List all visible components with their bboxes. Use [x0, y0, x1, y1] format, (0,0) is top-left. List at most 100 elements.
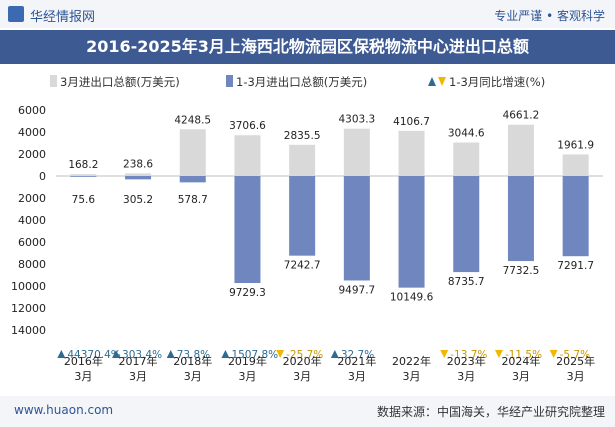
x-tick-label: 2024年 3月 [501, 354, 540, 383]
value-label-march: 4661.2 [503, 110, 540, 122]
growth-label: -11.5% [505, 349, 542, 361]
y-tick-label: 2000 [18, 192, 46, 205]
y-tick-label: 0 [39, 170, 46, 183]
bar-ytd-total [70, 176, 97, 177]
website-link[interactable]: www.huaon.com [14, 403, 114, 417]
bar-ytd-total [507, 176, 534, 262]
bar-march-total [398, 130, 425, 176]
bar-march-total [234, 135, 261, 176]
bar-march-total [70, 174, 97, 176]
value-label-march: 3706.6 [229, 120, 266, 132]
legend-swatch [50, 75, 57, 87]
value-label-march: 2835.5 [284, 130, 321, 142]
growth-triangle-up [221, 350, 230, 358]
bar-march-total [507, 124, 534, 176]
chart-area: 3月进出口总额(万美元) 1-3月进出口总额(万美元) 1-3月同比增速(%) 600… [11, 75, 603, 383]
legend-label: 3月进出口总额(万美元) [60, 75, 180, 89]
bar-ytd-total [234, 176, 261, 284]
value-label-march: 238.6 [123, 158, 153, 170]
growth-triangle-up [112, 350, 121, 358]
growth-label: -25.7% [286, 349, 323, 361]
x-tick-label: 2020年 3月 [283, 354, 322, 383]
value-label-ytd: 8735.7 [448, 276, 485, 288]
y-tick-label: 10000 [11, 280, 46, 293]
y-tick-label: 14000 [11, 324, 46, 337]
x-tick-label: 2016年 3月 [64, 354, 103, 383]
growth-triangle-up [57, 350, 66, 358]
y-tick-label: 6000 [18, 236, 46, 249]
bar-march-total [562, 154, 589, 176]
x-tick-label: 2017年 3月 [119, 354, 158, 383]
y-tick-label: 4000 [18, 126, 46, 139]
bar-ytd-total [289, 176, 316, 256]
growth-triangle-up [330, 350, 339, 358]
y-tick-label: 8000 [18, 258, 46, 271]
value-label-ytd: 7291.7 [557, 260, 594, 272]
bar-ytd-total [398, 176, 425, 288]
value-label-ytd: 9729.3 [229, 287, 266, 299]
x-tick-label: 2019年 3月 [228, 354, 267, 383]
legend-label: 1-3月进出口总额(万美元) [236, 75, 367, 89]
value-label-march: 4303.3 [338, 114, 375, 126]
value-label-ytd: 7242.7 [284, 260, 321, 272]
bar-march-total [453, 142, 480, 176]
value-label-march: 168.2 [68, 159, 98, 171]
value-label-ytd: 578.7 [178, 194, 208, 206]
growth-triangle-up [166, 350, 175, 358]
growth-label: -5.7% [560, 349, 590, 361]
x-tick-label: 2021年 3月 [337, 354, 376, 383]
growth-triangle-down [276, 350, 285, 358]
top-bar: 华经情报网 专业严谨 • 客观科学 [0, 0, 615, 28]
y-tick-label: 4000 [18, 214, 46, 227]
growth-label: -13.7% [450, 349, 487, 361]
growth-label: 44370.4% [67, 349, 120, 361]
bar-march-total [179, 129, 206, 176]
growth-triangle-down [494, 350, 503, 358]
value-label-march: 4248.5 [174, 114, 211, 126]
bar-march-total [343, 128, 370, 176]
legend-item-1: 3月进出口总额(万美元) [50, 75, 180, 89]
growth-label: 73.8% [177, 349, 210, 361]
bar-ytd-total [343, 176, 370, 281]
x-tick-label: 2018年 3月 [173, 354, 212, 383]
slogan: 专业严谨 • 客观科学 [494, 9, 605, 23]
brand-name: 华经情报网 [30, 10, 96, 25]
legend-triangle-up [428, 77, 436, 86]
value-label-march: 4106.7 [393, 116, 430, 128]
y-tick-label: 2000 [18, 148, 46, 161]
legend-triangle-down [438, 77, 446, 86]
growth-label: 303.4% [122, 349, 162, 361]
growth-triangle-down [549, 350, 558, 358]
value-label-ytd: 305.2 [123, 194, 153, 206]
bar-ytd-total [562, 176, 589, 257]
data-source: 数据来源：中国海关，华经产业研究院整理 [376, 405, 605, 419]
title-bar: 2016-2025年3月上海西北物流园区保税物流中心进出口总额 [0, 30, 615, 64]
legend-swatch [226, 75, 233, 87]
value-label-ytd: 7732.5 [503, 265, 540, 277]
bar-march-total [125, 173, 152, 176]
x-tick-label: 2025年 3月 [556, 354, 595, 383]
growth-triangle-down [440, 350, 449, 358]
value-label-ytd: 75.6 [72, 194, 96, 206]
growth-label: 32.7% [341, 349, 374, 361]
legend-item-3: 1-3月同比增速(%) [428, 75, 545, 89]
value-label-ytd: 9497.7 [338, 284, 375, 296]
bar-ytd-total [125, 176, 152, 180]
bar-ytd-total [453, 176, 480, 273]
value-label-march: 1961.9 [557, 139, 594, 151]
chart-title: 2016-2025年3月上海西北物流园区保税物流中心进出口总额 [86, 37, 529, 56]
y-tick-label: 6000 [18, 104, 46, 117]
x-tick-label: 2023年 3月 [447, 354, 486, 383]
footer-bar: www.huaon.com 数据来源：中国海关，华经产业研究院整理 [0, 396, 615, 427]
x-tick-label: 2022年 3月 [392, 354, 431, 383]
legend-label: 1-3月同比增速(%) [449, 75, 545, 89]
legend-item-2: 1-3月进出口总额(万美元) [226, 75, 367, 89]
y-tick-label: 12000 [11, 302, 46, 315]
logo-icon [8, 6, 24, 22]
bar-ytd-total [179, 176, 206, 183]
value-label-ytd: 10149.6 [390, 292, 434, 304]
growth-label: 1507.8% [231, 349, 278, 361]
value-label-march: 3044.6 [448, 128, 485, 140]
bar-march-total [289, 144, 316, 176]
